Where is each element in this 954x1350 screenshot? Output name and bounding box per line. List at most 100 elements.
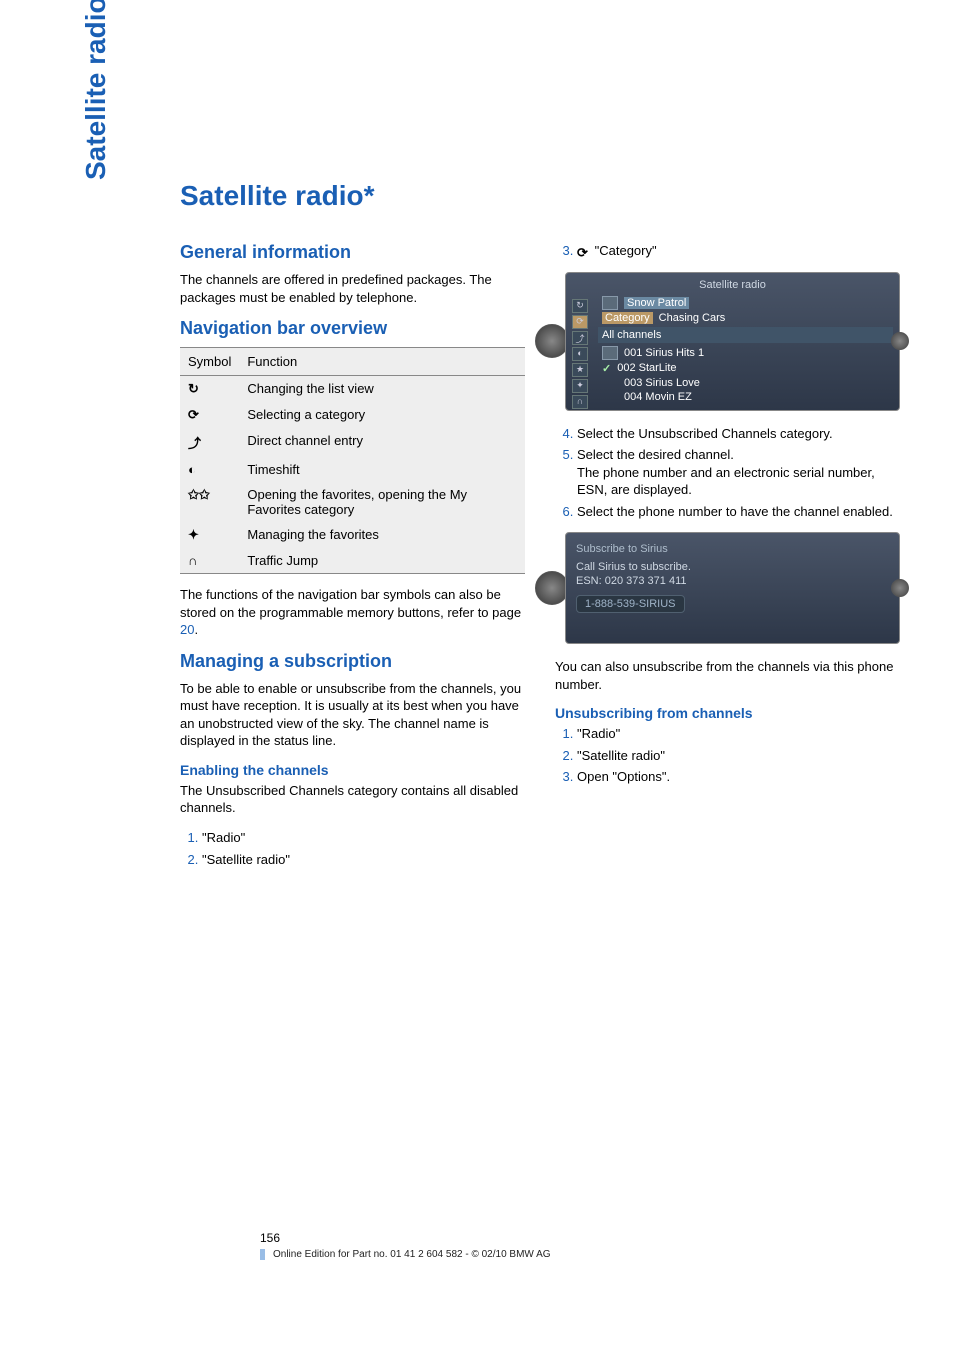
symbol-icon: ◐	[180, 457, 239, 482]
nav-icon: ✦	[572, 379, 588, 393]
list-item: "Radio"	[202, 829, 525, 847]
ss1-channel: 004 Movin EZ	[598, 390, 893, 404]
ss2-esn: ESN: 020 373 371 411	[576, 575, 889, 587]
symbol-func: Changing the list view	[239, 376, 525, 403]
col-function: Function	[239, 348, 525, 376]
side-tab: Satellite radio	[80, 0, 112, 180]
managing-intro: To be able to enable or unsubscribe from…	[180, 680, 525, 750]
knob-right-icon	[891, 579, 909, 597]
ss1-channel: ✓ 002 StarLite	[598, 361, 893, 376]
note-post: .	[194, 622, 198, 637]
controller-knob-icon	[535, 571, 569, 605]
footer: 156 Online Edition for Part no. 01 41 2 …	[180, 1231, 894, 1260]
music-icon	[602, 296, 618, 310]
list-item: "Satellite radio"	[202, 851, 525, 869]
sat-icon	[602, 346, 618, 360]
table-row: ∩Traffic Jump	[180, 548, 525, 574]
table-row: ⤴Direct channel entry	[180, 428, 525, 457]
managing-heading: Managing a subscription	[180, 651, 525, 672]
ss1-ch1: 001 Sirius Hits 1	[624, 347, 704, 359]
ss1-title: Satellite radio	[572, 279, 893, 291]
list-item: "Radio"	[577, 725, 900, 743]
symbol-func: Managing the favorites	[239, 522, 525, 548]
list-item: Open "Options".	[577, 768, 900, 786]
symbol-icon: ✦	[180, 522, 239, 548]
page: Satellite radio Satellite radio* General…	[0, 0, 954, 1350]
enable-steps-right-start: ⟳ "Category"	[555, 242, 900, 260]
page-title: Satellite radio*	[180, 180, 900, 212]
list-item: Select the Unsubscribed Channels categor…	[577, 425, 900, 443]
controller-knob-icon	[535, 324, 569, 358]
nav-icon-selected: ⟳	[572, 315, 588, 329]
category-icon: ⟳	[577, 244, 591, 258]
nav-icon: ⤴	[572, 331, 588, 345]
ss1-category-label: Category	[602, 312, 653, 324]
knob-right-icon	[891, 332, 909, 350]
two-column-layout: General information The channels are off…	[180, 242, 900, 880]
page-number: 156	[180, 1231, 894, 1245]
ss1-artist: Snow Patrol	[624, 297, 689, 309]
note-pre: The functions of the navigation bar symb…	[180, 587, 521, 620]
symbol-func: Timeshift	[239, 457, 525, 482]
content-area: Satellite radio* General information The…	[180, 180, 900, 880]
symbol-icon: ✩✩	[180, 482, 239, 522]
col-symbol: Symbol	[180, 348, 239, 376]
table-header-row: Symbol Function	[180, 348, 525, 376]
enable-heading: Enabling the channels	[180, 762, 525, 778]
list-item: Select the desired channel. The phone nu…	[577, 446, 900, 499]
list-item: ⟳ "Category"	[577, 242, 900, 260]
check-icon: ✓	[602, 362, 611, 375]
page-ref-link[interactable]: 20	[180, 622, 194, 637]
general-body: The channels are offered in predefined p…	[180, 271, 525, 306]
nav-icon: ↻	[572, 299, 588, 313]
ss2-phone-button[interactable]: 1-888-539-SIRIUS	[576, 595, 685, 613]
symbol-func: Direct channel entry	[239, 428, 525, 457]
screenshot-subscribe: Subscribe to Sirius Call Sirius to subsc…	[565, 532, 900, 644]
left-column: General information The channels are off…	[180, 242, 525, 880]
nav-icon: ◐	[572, 347, 588, 361]
general-heading: General information	[180, 242, 525, 263]
ss1-nav-icons: ↻ ⟳ ⤴ ◐ ★ ✦ ∩	[572, 299, 588, 409]
list-item: Select the phone number to have the chan…	[577, 503, 900, 521]
step3-text: "Category"	[595, 243, 657, 258]
unsub-note: You can also unsubscribe from the channe…	[555, 658, 900, 693]
symbol-func: Selecting a category	[239, 402, 525, 428]
symbol-icon: ⤴	[180, 428, 239, 457]
nav-icon: ★	[572, 363, 588, 377]
unsub-heading: Unsubscribing from channels	[555, 705, 900, 721]
ss1-ch4: 004 Movin EZ	[624, 391, 692, 403]
navbar-table: Symbol Function ↻Changing the list view …	[180, 347, 525, 574]
enable-intro: The Unsubscribed Channels category conta…	[180, 782, 525, 817]
symbol-icon: ↻	[180, 376, 239, 403]
ss1-channel: 001 Sirius Hits 1	[598, 345, 893, 361]
ss1-band: All channels	[598, 327, 893, 343]
symbol-icon: ∩	[180, 548, 239, 574]
ss1-row: Snow Patrol	[598, 295, 893, 311]
enable-steps-left: "Radio" "Satellite radio"	[180, 829, 525, 868]
nav-icon: ∩	[572, 395, 588, 409]
table-row: ◐Timeshift	[180, 457, 525, 482]
screenshot-satellite-radio: Satellite radio ↻ ⟳ ⤴ ◐ ★ ✦ ∩	[565, 272, 900, 411]
right-column: ⟳ "Category" Satellite radio ↻ ⟳ ⤴ ◐	[555, 242, 900, 880]
table-row: ✩✩Opening the favorites, opening the My …	[180, 482, 525, 522]
unsub-steps: "Radio" "Satellite radio" Open "Options"…	[555, 725, 900, 786]
enable-steps-right-cont: Select the Unsubscribed Channels categor…	[555, 425, 900, 521]
symbol-func: Traffic Jump	[239, 548, 525, 574]
navbar-note: The functions of the navigation bar symb…	[180, 586, 525, 639]
table-row: ⟳Selecting a category	[180, 402, 525, 428]
navbar-heading: Navigation bar overview	[180, 318, 525, 339]
ss2-title: Subscribe to Sirius	[576, 543, 889, 555]
symbol-icon: ⟳	[180, 402, 239, 428]
ss1-ch2: 002 StarLite	[617, 362, 676, 374]
table-row: ↻Changing the list view	[180, 376, 525, 403]
ss2-line1: Call Sirius to subscribe.	[576, 561, 889, 573]
table-row: ✦Managing the favorites	[180, 522, 525, 548]
ss1-row: Category Chasing Cars	[598, 311, 893, 325]
list-item: "Satellite radio"	[577, 747, 900, 765]
edition-line: Online Edition for Part no. 01 41 2 604 …	[260, 1249, 894, 1260]
ss1-ch3: 003 Sirius Love	[624, 377, 700, 389]
ss1-body: Snow Patrol Category Chasing Cars All ch…	[598, 295, 893, 404]
ss1-track: Chasing Cars	[659, 312, 726, 324]
ss1-channel: 003 Sirius Love	[598, 376, 893, 390]
symbol-func: Opening the favorites, opening the My Fa…	[239, 482, 525, 522]
